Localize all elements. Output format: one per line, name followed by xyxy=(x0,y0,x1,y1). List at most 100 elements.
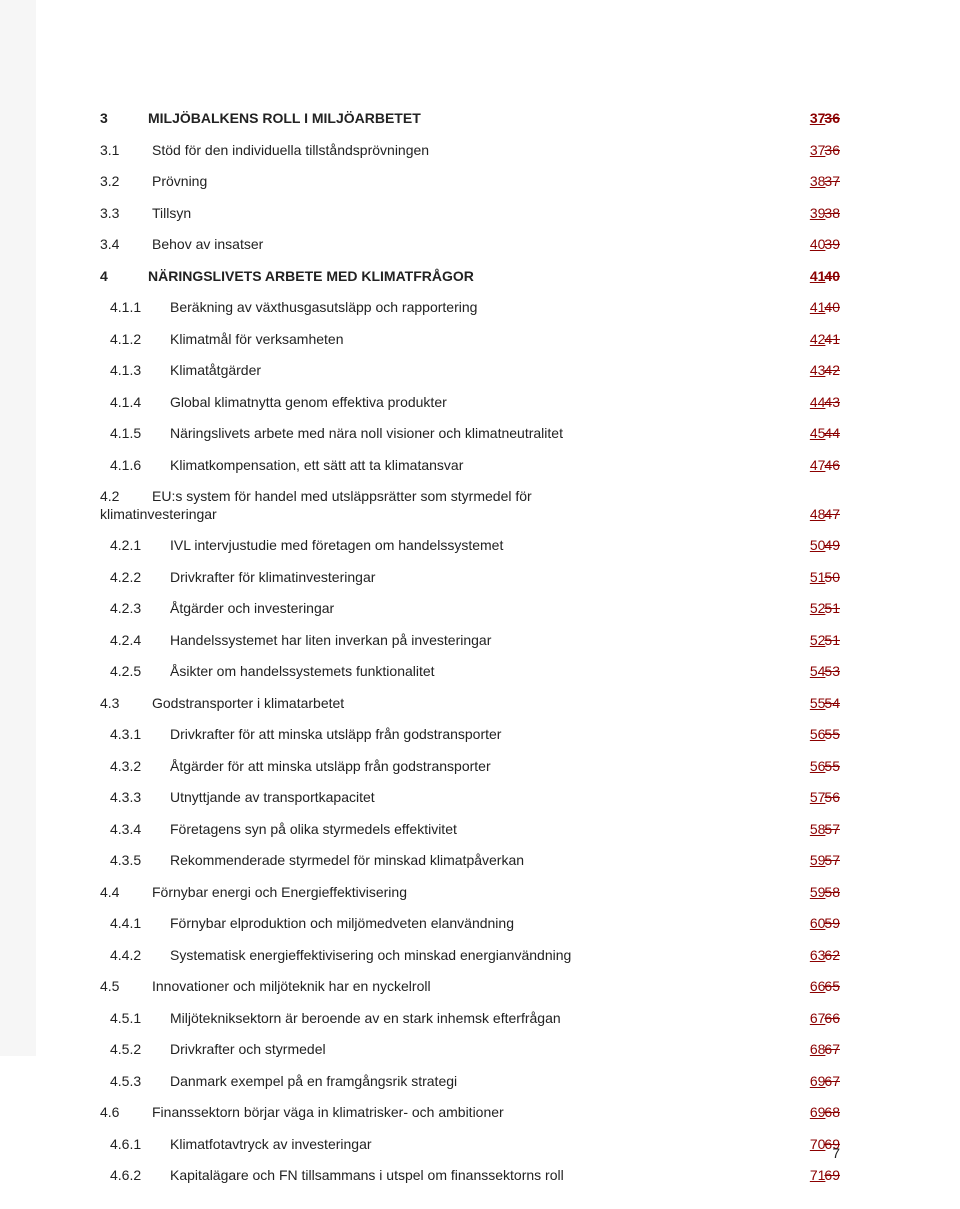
toc-title: Företagens syn på olika styrmedels effek… xyxy=(170,821,481,837)
toc-entry: 4.6Finanssektorn börjar väga in klimatri… xyxy=(100,1104,840,1122)
toc-number: 4.3.1 xyxy=(110,726,166,744)
toc-entry: 4.1.6Klimatkompensation, ett sätt att ta… xyxy=(100,457,840,475)
toc-page-number: 6665 xyxy=(810,978,840,996)
toc-title: Tillsyn xyxy=(152,205,215,221)
toc-number: 4.4 xyxy=(100,884,148,902)
toc-page-number: 5756 xyxy=(810,789,840,807)
toc-number: 4.2.3 xyxy=(110,600,166,618)
toc-number: 4.3 xyxy=(100,695,148,713)
table-of-contents: 3MILJÖBALKENS ROLL I MILJÖARBETET3736 3.1… xyxy=(100,110,840,1185)
toc-entry: 4.3.5Rekommenderade styrmedel för minska… xyxy=(100,852,840,870)
toc-number: 4.3.2 xyxy=(110,758,166,776)
toc-title: EU:s system för handel med utsläppsrätte… xyxy=(152,488,556,506)
toc-page-number: 4847 xyxy=(810,506,840,524)
toc-entry: 4.3.2Åtgärder för att minska utsläpp frå… xyxy=(100,758,840,776)
toc-number: 4.5.2 xyxy=(110,1041,166,1059)
toc-page-number: 4140 xyxy=(810,299,840,317)
toc-entry: 3MILJÖBALKENS ROLL I MILJÖARBETET3736 xyxy=(100,110,840,128)
toc-entry: 4.1.4Global klimatnytta genom effektiva … xyxy=(100,394,840,412)
toc-title: Handelssystemet har liten inverkan på in… xyxy=(170,632,515,648)
toc-page-number: 4140 xyxy=(810,268,840,286)
toc-title: Förnybar energi och Energieffektiviserin… xyxy=(152,884,431,900)
toc-number: 3 xyxy=(100,110,132,128)
toc-number: 3.2 xyxy=(100,173,148,191)
toc-page-number: 5251 xyxy=(810,632,840,650)
toc-entry: 4.3.1Drivkrafter för att minska utsläpp … xyxy=(100,726,840,744)
toc-title: Klimatfotavtryck av investeringar xyxy=(170,1136,396,1152)
toc-page-number: 5655 xyxy=(810,726,840,744)
revision-sidebar xyxy=(0,0,36,1056)
toc-entry: 3.3Tillsyn 3938 xyxy=(100,205,840,223)
toc-number: 4.2.5 xyxy=(110,663,166,681)
toc-title: Innovationer och miljöteknik har en nyck… xyxy=(152,978,455,994)
toc-page-number: 5049 xyxy=(810,537,840,555)
toc-entry: 4.1.2Klimatmål för verksamheten4241 xyxy=(100,331,840,349)
toc-entry: 4.1.3Klimatåtgärder4342 xyxy=(100,362,840,380)
toc-title: Klimatåtgärder xyxy=(170,362,285,378)
toc-page-number: 3938 xyxy=(810,205,840,223)
toc-entry: 4.2.1IVL intervjustudie med företagen om… xyxy=(100,537,840,555)
toc-title: Näringslivets arbete med nära noll visio… xyxy=(170,425,587,441)
toc-entry: 4.3Godstransporter i klimatarbetet5554 xyxy=(100,695,840,713)
toc-title: Drivkrafter för klimatinvesteringar xyxy=(170,569,399,585)
toc-entry: 4.2EU:s system för handel med utsläppsrä… xyxy=(100,488,840,523)
toc-page-number: 5958 xyxy=(810,884,840,902)
toc-page-number: 4039 xyxy=(810,236,840,254)
toc-number: 4.3.4 xyxy=(110,821,166,839)
toc-title: Drivkrafter och styrmedel xyxy=(170,1041,350,1057)
toc-entry: 4.2.4Handelssystemet har liten inverkan … xyxy=(100,632,840,650)
toc-entry: 4.1.1Beräkning av växthusgasutsläpp och … xyxy=(100,299,840,317)
toc-page-number: 3736 xyxy=(810,142,840,160)
toc-number: 4.3.5 xyxy=(110,852,166,870)
toc-entry: 4.6.1Klimatfotavtryck av investeringar70… xyxy=(100,1136,840,1154)
toc-entry: 4.5Innovationer och miljöteknik har en n… xyxy=(100,978,840,996)
toc-title: Klimatkompensation, ett sätt att ta klim… xyxy=(170,457,487,473)
toc-number: 4.1.5 xyxy=(110,425,166,443)
toc-number: 3.4 xyxy=(100,236,148,254)
document-page: 3MILJÖBALKENS ROLL I MILJÖARBETET3736 3.1… xyxy=(0,0,960,1209)
toc-entry: 4NÄRINGSLIVETS ARBETE MED KLIMATFRÅGOR41… xyxy=(100,268,840,286)
toc-number: 4.5.1 xyxy=(110,1010,166,1028)
toc-page-number: 6867 xyxy=(810,1041,840,1059)
toc-number: 4.2 xyxy=(100,488,148,506)
toc-entry: 4.2.5Åsikter om handelssystemets funktio… xyxy=(100,663,840,681)
toc-number: 4.3.3 xyxy=(110,789,166,807)
toc-title: Beräkning av växthusgasutsläpp och rappo… xyxy=(170,299,501,315)
toc-title: Klimatmål för verksamheten xyxy=(170,331,368,347)
toc-entry: 4.4.2Systematisk energieffektivisering o… xyxy=(100,947,840,965)
toc-entry: 3.1Stöd för den individuella tillståndsp… xyxy=(100,142,840,160)
toc-title: Systematisk energieffektivisering och mi… xyxy=(170,947,595,963)
toc-page-number: 3837 xyxy=(810,173,840,191)
toc-number: 4 xyxy=(100,268,132,286)
toc-number: 4.2.4 xyxy=(110,632,166,650)
page-number: 7 xyxy=(832,1145,840,1161)
toc-number: 4.5 xyxy=(100,978,148,996)
toc-title: Rekommenderade styrmedel för minskad kli… xyxy=(170,852,548,868)
toc-number: 4.2.1 xyxy=(110,537,166,555)
toc-title: Finanssektorn börjar väga in klimatriske… xyxy=(152,1104,528,1120)
toc-title: Prövning xyxy=(152,173,231,189)
toc-title: Drivkrafter för att minska utsläpp från … xyxy=(170,726,525,742)
toc-page-number: 6967 xyxy=(810,1073,840,1091)
toc-number: 3.3 xyxy=(100,205,148,223)
toc-entry: 4.6.2Kapitalägare och FN tillsammans i u… xyxy=(100,1167,840,1185)
toc-title: Åsikter om handelssystemets funktionalit… xyxy=(170,663,459,679)
toc-number: 4.1.1 xyxy=(110,299,166,317)
toc-page-number: 5857 xyxy=(810,821,840,839)
toc-entry: 4.5.2Drivkrafter och styrmedel 6867 xyxy=(100,1041,840,1059)
toc-number: 4.6 xyxy=(100,1104,148,1122)
toc-page-number: 5655 xyxy=(810,758,840,776)
toc-page-number: 3736 xyxy=(810,110,840,128)
toc-entry: 3.4Behov av insatser4039 xyxy=(100,236,840,254)
toc-number: 4.6.1 xyxy=(110,1136,166,1154)
toc-title: Förnybar elproduktion och miljömedveten … xyxy=(170,915,538,931)
toc-title: Kapitalägare och FN tillsammans i utspel… xyxy=(170,1167,588,1183)
toc-number: 4.2.2 xyxy=(110,569,166,587)
toc-page-number: 5453 xyxy=(810,663,840,681)
toc-page-number: 6362 xyxy=(810,947,840,965)
toc-entry: 4.5.1Miljötekniksektorn är beroende av e… xyxy=(100,1010,840,1028)
toc-page-number: 6766 xyxy=(810,1010,840,1028)
toc-page-number: 4241 xyxy=(810,331,840,349)
toc-title: Danmark exempel på en framgångsrik strat… xyxy=(170,1073,481,1089)
toc-page-number: 7169 xyxy=(810,1167,840,1185)
